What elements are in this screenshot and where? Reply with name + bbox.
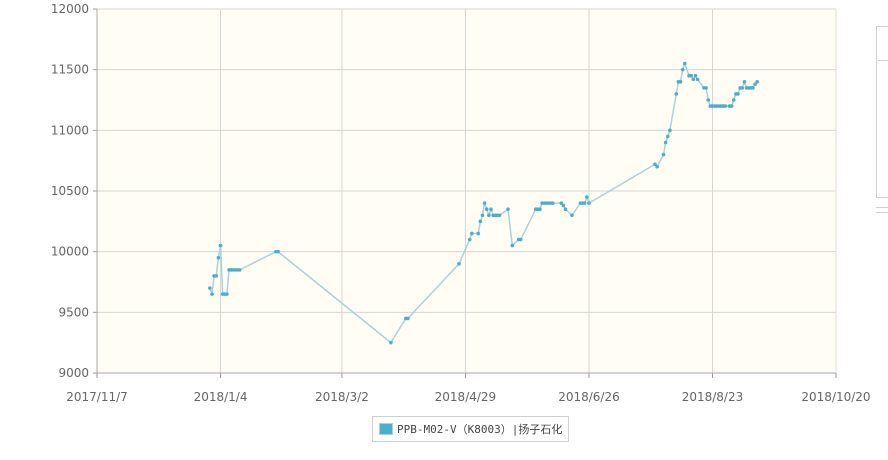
data-point [736,92,740,96]
data-point [519,237,523,242]
y-tick-label: 9000 [58,366,89,380]
y-tick-label: 12000 [51,2,89,16]
data-point [237,268,242,272]
data-point [740,86,745,90]
data-point [482,201,487,205]
data-point [510,243,515,248]
legend-label: PPB-M02-V（K8003）|扬子石化 [397,423,563,436]
data-point [208,286,212,290]
data-point [755,80,760,84]
side-panel-divider [878,60,888,61]
data-point [653,162,657,167]
data-point [587,201,591,205]
data-point [585,195,589,199]
data-point [561,203,566,208]
data-point [680,67,685,72]
data-point [487,213,491,218]
data-point [563,207,568,211]
data-point [751,86,755,90]
y-tick-label: 9500 [58,305,89,319]
data-point [489,207,493,211]
x-tick-label: 2018/1/4 [194,390,248,404]
data-point [467,237,472,242]
data-point [550,201,555,205]
data-point [695,77,700,82]
data-point [582,201,587,205]
x-tick-label: 2018/8/23 [682,390,744,404]
data-point [689,73,693,78]
legend[interactable]: PPB-M02-V（K8003）|扬子石化 [372,416,570,442]
data-point [682,61,687,66]
x-tick-label: 2018/4/29 [435,390,497,404]
x-tick-label: 2018/3/2 [315,390,369,404]
data-point [729,104,734,108]
data-point [742,80,747,84]
data-point [570,213,574,218]
data-point [693,73,698,78]
x-tick-label: 2018/10/20 [801,390,870,404]
data-point [678,80,683,84]
data-point [216,255,221,260]
x-tick-label: 2017/11/7 [66,390,128,404]
y-tick-label: 11000 [51,123,89,137]
data-point [480,213,485,218]
data-point [476,231,481,236]
side-panel [876,26,888,198]
y-tick-label: 10500 [51,184,89,198]
data-point [559,201,564,205]
data-point [674,92,679,96]
y-tick-label: 11500 [51,63,89,77]
data-point [276,249,280,254]
data-point [210,292,214,296]
data-point [214,274,219,278]
legend-swatch [379,423,393,435]
data-point [753,82,757,87]
data-point [704,86,708,90]
data-point [478,219,483,224]
data-point [457,262,461,266]
data-point [406,316,410,321]
data-point [484,207,489,211]
data-point [665,134,670,139]
y-tick-label: 10000 [51,245,89,259]
data-point [663,140,668,145]
data-point [389,340,393,345]
data-point [225,292,229,296]
data-point [668,128,672,133]
data-point [655,164,659,169]
data-point [691,77,696,82]
x-tick-label: 2018/6/26 [558,390,620,404]
data-point [497,213,502,218]
data-point [506,207,510,211]
data-point [470,231,474,236]
data-point [538,207,542,211]
data-point [661,152,666,157]
data-point [731,98,736,102]
data-point [218,243,223,248]
data-point [723,104,728,108]
side-divider [876,207,888,213]
data-point [706,98,711,102]
